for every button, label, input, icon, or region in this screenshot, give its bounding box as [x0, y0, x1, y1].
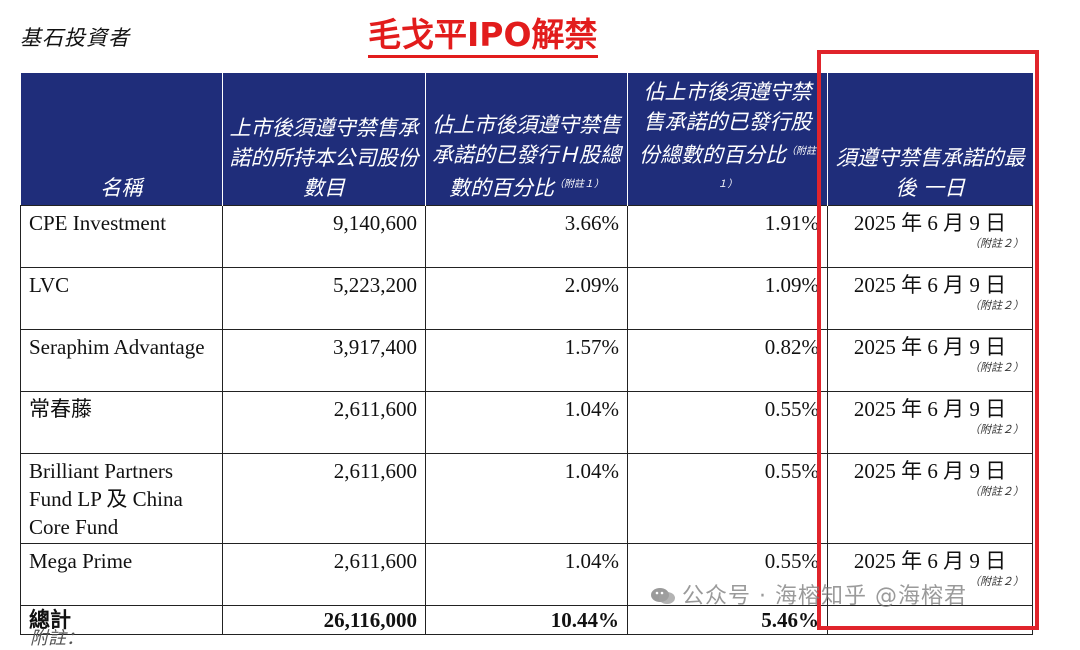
table-row: 常春藤 2,611,600 1.04% 0.55% 2025 年 6 月 9 日…	[20, 391, 1033, 454]
header-total-share-pct: 佔上市後須遵守禁售承諾的已發行股份總數的百分比（附註１）	[627, 73, 828, 206]
investor-name: Mega Prime	[20, 543, 223, 606]
total-share-pct: 0.55%	[627, 391, 828, 454]
lockup-table: 名稱 上市後須遵守禁售承諾的所持本公司股份數目 佔上市後須遵守禁售承諾的已發行Ｈ…	[20, 73, 1033, 635]
headline: 毛戈平IPO解禁	[368, 16, 598, 58]
table-row: Mega Prime 2,611,600 1.04% 0.55% 2025 年 …	[20, 543, 1033, 606]
investor-name: CPE Investment	[20, 205, 223, 268]
total-h-share-pct: 10.44%	[425, 605, 628, 635]
table-row: CPE Investment 9,140,600 3.66% 1.91% 202…	[20, 205, 1033, 268]
lockup-date: 2025 年 6 月 9 日（附註２）	[827, 329, 1033, 392]
header-lockup-end-date: 須遵守禁售承諾的最後 一日	[827, 73, 1033, 206]
footnote: 附註：	[30, 628, 84, 649]
total-shares: 26,116,000	[222, 605, 426, 635]
lockup-date: 2025 年 6 月 9 日（附註２）	[827, 453, 1033, 544]
investor-name: Brilliant Partners Fund LP 及 China Core …	[20, 453, 223, 544]
h-share-pct: 2.09%	[425, 267, 628, 330]
shares-value: 9,140,600	[222, 205, 426, 268]
shares-value: 2,611,600	[222, 391, 426, 454]
shares-value: 5,223,200	[222, 267, 426, 330]
investor-name: 常春藤	[20, 391, 223, 454]
total-date	[827, 605, 1033, 635]
lockup-date: 2025 年 6 月 9 日（附註２）	[827, 205, 1033, 268]
table-row: Seraphim Advantage 3,917,400 1.57% 0.82%…	[20, 329, 1033, 392]
watermark: 公众号 · 海榕知乎 @海榕君	[650, 578, 967, 610]
h-share-pct: 1.04%	[425, 543, 628, 606]
highlight-box	[817, 50, 1039, 630]
shares-value: 2,611,600	[222, 453, 426, 544]
shares-value: 3,917,400	[222, 329, 426, 392]
total-label: 總計	[20, 605, 223, 635]
header-shares: 上市後須遵守禁售承諾的所持本公司股份數目	[222, 73, 426, 206]
lockup-date: 2025 年 6 月 9 日（附註２）	[827, 391, 1033, 454]
total-share-pct: 1.91%	[627, 205, 828, 268]
header-h-share-pct: 佔上市後須遵守禁售承諾的已發行Ｈ股總數的百分比（附註１）	[425, 73, 628, 206]
shares-value: 2,611,600	[222, 543, 426, 606]
total-share-pct: 0.82%	[627, 329, 828, 392]
watermark-text: 公众号 · 海榕知乎 @海榕君	[682, 584, 967, 609]
h-share-pct: 1.04%	[425, 453, 628, 544]
total-share-pct: 0.55%	[627, 453, 828, 544]
header-name: 名稱	[20, 73, 223, 206]
total-row: 總計 26,116,000 10.44% 5.46%	[20, 605, 1033, 635]
h-share-pct: 3.66%	[425, 205, 628, 268]
investor-name: LVC	[20, 267, 223, 330]
h-share-pct: 1.57%	[425, 329, 628, 392]
wechat-icon	[651, 588, 675, 604]
total-share-pct: 1.09%	[627, 267, 828, 330]
investor-name: Seraphim Advantage	[20, 329, 223, 392]
total-total-share-pct: 5.46%	[627, 605, 828, 635]
h-share-pct: 1.04%	[425, 391, 628, 454]
section-title: 基石投資者	[20, 26, 130, 50]
table-row: Brilliant Partners Fund LP 及 China Core …	[20, 453, 1033, 544]
table-header-row: 名稱 上市後須遵守禁售承諾的所持本公司股份數目 佔上市後須遵守禁售承諾的已發行Ｈ…	[20, 73, 1033, 206]
